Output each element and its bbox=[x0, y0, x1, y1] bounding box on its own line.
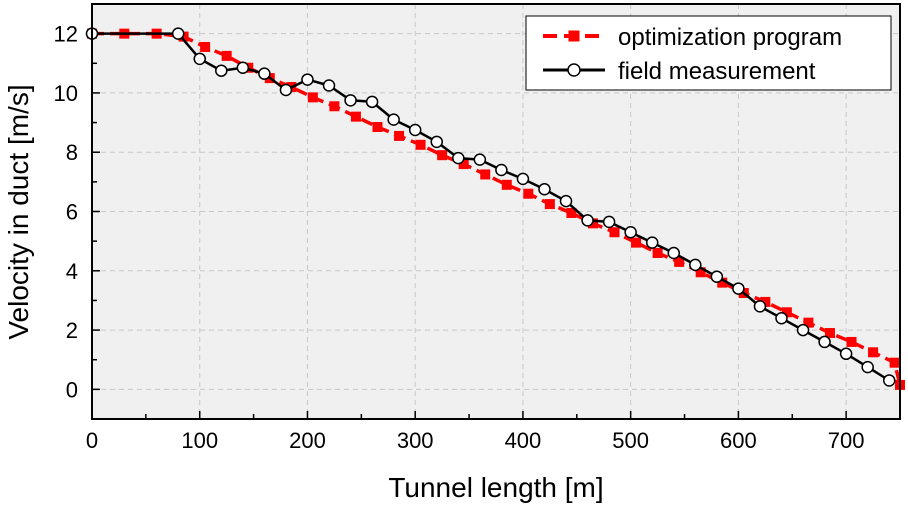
y-tick-label: 2 bbox=[66, 318, 78, 343]
data-point-square bbox=[372, 122, 383, 133]
x-axis-title: Tunnel length [m] bbox=[388, 472, 603, 503]
data-point-circle bbox=[775, 311, 788, 325]
x-tick-label: 600 bbox=[720, 428, 757, 453]
x-tick-label: 0 bbox=[86, 428, 98, 453]
data-point-circle bbox=[495, 163, 508, 177]
data-point-circle bbox=[408, 123, 422, 137]
x-tick-labels: 0 100 200 300 400 500 600 700 bbox=[86, 428, 865, 453]
data-point-circle bbox=[258, 67, 271, 80]
data-point-circle bbox=[430, 135, 443, 149]
data-point-square bbox=[544, 199, 555, 210]
data-point-square bbox=[652, 248, 663, 258]
data-point-square bbox=[631, 237, 642, 248]
data-point-square bbox=[868, 347, 879, 358]
y-tick-label: 8 bbox=[66, 140, 78, 165]
data-point-circle bbox=[645, 236, 659, 249]
y-tick-labels: 0 2 4 6 8 10 12 bbox=[54, 22, 78, 403]
legend-label-field: field measurement bbox=[618, 58, 816, 85]
data-point-circle bbox=[215, 64, 228, 77]
data-point-square bbox=[803, 317, 814, 328]
data-point-circle bbox=[193, 52, 206, 66]
series-field-measurement bbox=[85, 27, 896, 387]
data-point-square bbox=[307, 92, 318, 103]
y-tick-label: 0 bbox=[66, 377, 78, 402]
data-point-circle bbox=[171, 27, 185, 40]
data-point-circle bbox=[452, 151, 465, 165]
data-point-circle bbox=[796, 323, 810, 337]
data-point-circle bbox=[344, 94, 357, 107]
data-point-circle bbox=[236, 61, 250, 74]
data-point-square bbox=[350, 111, 361, 122]
data-point-circle bbox=[322, 79, 336, 92]
legend-label-optimization: optimization program bbox=[618, 24, 842, 51]
x-tick-label: 300 bbox=[397, 428, 434, 453]
data-point-circle bbox=[559, 194, 573, 208]
data-point-circle bbox=[602, 215, 616, 229]
x-tick-label: 200 bbox=[289, 428, 326, 453]
data-point-square bbox=[437, 150, 448, 161]
data-point-square bbox=[415, 139, 426, 150]
data-point-square bbox=[781, 307, 792, 318]
data-point-square bbox=[889, 357, 900, 368]
data-point-circle bbox=[473, 153, 487, 166]
data-point-square bbox=[394, 130, 405, 141]
data-point-square bbox=[846, 336, 857, 347]
grid-lines bbox=[92, 4, 900, 419]
data-point-square bbox=[523, 188, 534, 199]
legend-marker-optimization bbox=[568, 30, 580, 42]
data-point-circle bbox=[732, 282, 745, 295]
data-point-circle bbox=[710, 270, 724, 283]
data-point-circle bbox=[818, 335, 831, 349]
data-point-square bbox=[566, 207, 577, 218]
data-point-circle bbox=[279, 83, 293, 97]
data-point-square bbox=[695, 267, 706, 278]
y-tick-label: 4 bbox=[66, 259, 78, 284]
data-point-circle bbox=[839, 347, 853, 361]
data-point-square bbox=[717, 277, 728, 288]
y-tick-label: 6 bbox=[66, 200, 78, 225]
x-tick-label: 700 bbox=[828, 428, 865, 453]
data-point-circle bbox=[365, 95, 379, 109]
legend-marker-field bbox=[567, 63, 581, 77]
data-point-circle bbox=[861, 360, 874, 374]
series-group bbox=[85, 27, 905, 390]
x-tick-label: 500 bbox=[612, 428, 649, 453]
legend-box bbox=[525, 15, 892, 91]
data-point-square bbox=[458, 159, 469, 170]
data-point-square bbox=[221, 50, 232, 61]
y-axis-title: Velocity in duct [m/s] bbox=[3, 84, 34, 339]
data-point-square bbox=[674, 256, 685, 267]
data-point-square bbox=[200, 41, 211, 52]
data-point-circle bbox=[538, 183, 551, 196]
data-point-square bbox=[824, 328, 835, 339]
x-tick-label: 400 bbox=[505, 428, 542, 453]
data-point-circle bbox=[301, 73, 314, 86]
y-tick-label: 12 bbox=[54, 22, 78, 47]
data-point-circle bbox=[581, 214, 594, 227]
data-point-square bbox=[501, 179, 512, 190]
legend: optimization program field measurement bbox=[525, 15, 892, 91]
plot-frame bbox=[91, 3, 901, 420]
data-point-square bbox=[760, 296, 771, 307]
data-point-square bbox=[480, 169, 491, 180]
y-tick-label: 10 bbox=[54, 81, 78, 106]
data-point-circle bbox=[516, 172, 530, 186]
data-point-circle bbox=[667, 246, 681, 260]
data-point-square bbox=[609, 227, 620, 238]
data-point-circle bbox=[882, 374, 896, 387]
data-point-circle bbox=[753, 300, 767, 313]
x-tick-label: 100 bbox=[181, 428, 218, 453]
data-point-square bbox=[329, 101, 340, 112]
data-point-circle bbox=[387, 113, 400, 126]
data-point-circle bbox=[624, 226, 637, 239]
data-point-circle bbox=[689, 258, 702, 272]
